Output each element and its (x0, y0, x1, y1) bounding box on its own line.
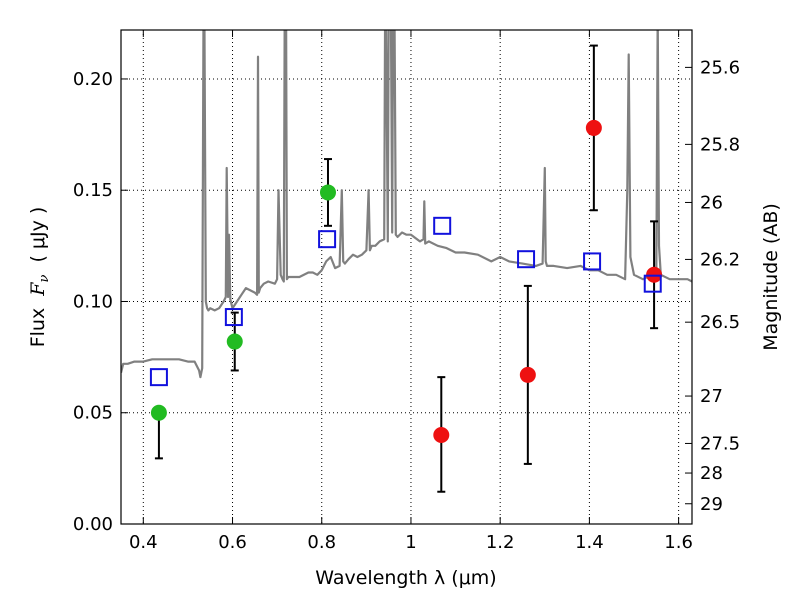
y-tick-label: 0.15 (73, 180, 113, 201)
y2-tick-label: 28 (700, 463, 723, 484)
y2-tick-label: 26.5 (700, 312, 740, 333)
x-tick-label: 0.8 (307, 532, 336, 553)
green-point (226, 333, 243, 350)
red-point (433, 426, 450, 443)
x-tick-label: 0.6 (218, 532, 247, 553)
model-square (517, 250, 536, 269)
model-square (318, 230, 337, 249)
plot-background (121, 30, 692, 524)
y2-tick-label: 27.5 (700, 433, 740, 454)
y-axis-label-unit: ( μJy ) (27, 207, 49, 275)
y-tick-label: 0.10 (73, 291, 113, 312)
x-tick-label: 1 (405, 532, 416, 553)
model-square (433, 216, 452, 235)
model-square (224, 308, 243, 327)
model-square (643, 274, 662, 293)
y-axis-label-prefix: Flux (27, 296, 49, 348)
y2-tick-label: 27 (700, 386, 723, 407)
y-axis-label: Flux Fν ( μJy ) (27, 207, 52, 348)
red-point (585, 119, 602, 136)
y2-axis-label: Magnitude (AB) (760, 203, 782, 351)
model-square (149, 368, 168, 387)
x-tick-label: 0.4 (129, 532, 158, 553)
y2-tick-label: 25.6 (700, 57, 740, 78)
x-axis-label: Wavelength λ (μm) (315, 567, 496, 589)
plot-frame (120, 29, 693, 525)
y2-tick-label: 25.8 (700, 134, 740, 155)
axis-ticks: 0.4 0.6 0.8 1 1.2 1.4 1.6 0.00 0.05 0.10 0.15 0.20 2… (73, 30, 740, 553)
y2-tick-label: 26 (700, 192, 723, 213)
green-point (319, 184, 336, 201)
y-tick-label: 0.00 (73, 514, 113, 535)
y2-tick-label: 26.2 (700, 249, 740, 270)
y-axis-label-subscript: ν (37, 275, 52, 283)
red-point (519, 366, 536, 383)
y-tick-label: 0.05 (73, 403, 113, 424)
spectrum-line (121, 30, 692, 379)
y-axis-label-symbol: F (27, 282, 49, 297)
model-square (583, 252, 602, 271)
x-tick-label: 1.6 (664, 532, 693, 553)
x-tick-label: 1.4 (575, 532, 604, 553)
green-point (150, 404, 167, 421)
y-tick-label: 0.20 (73, 69, 113, 90)
y2-tick-label: 29 (700, 494, 723, 515)
spectrum-layer (121, 30, 692, 379)
x-tick-label: 1.2 (486, 532, 515, 553)
marker-layer (149, 119, 663, 443)
